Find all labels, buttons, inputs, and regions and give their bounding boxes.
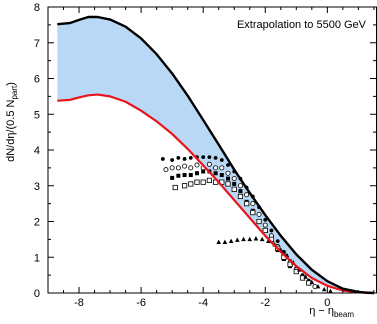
filled-triangle-point — [315, 283, 321, 289]
uncertainty-band — [57, 17, 374, 293]
annotation-text: Extrapolation to 5500 GeV — [237, 19, 367, 31]
filled-square-point — [226, 176, 231, 181]
y-tick-label: 3 — [34, 181, 40, 193]
y-tick-label: 8 — [34, 2, 40, 14]
filled-triangle-point — [303, 274, 308, 279]
filled-circle-point — [182, 157, 187, 161]
y-axis-label: dN/dη/(0.5 Npart) — [5, 82, 19, 162]
open-circle-point — [175, 165, 181, 171]
open-circle-point — [237, 183, 243, 189]
open-circle-point — [231, 176, 237, 182]
open-circle-point — [250, 201, 256, 207]
x-tick-label: -6 — [136, 297, 146, 309]
filled-circle-point — [170, 158, 175, 162]
open-square-point — [250, 209, 256, 216]
filled-circle-point — [269, 228, 274, 233]
filled-square-point — [188, 173, 193, 178]
upper-curve — [57, 15, 374, 295]
open-square-point — [231, 186, 237, 192]
filled-triangle-point — [259, 236, 265, 242]
filled-triangle-point — [309, 279, 315, 285]
filled-triangle-point — [216, 239, 222, 245]
filled-square-point — [201, 169, 206, 174]
filled-triangle-point — [241, 236, 246, 242]
filled-circle-point — [188, 155, 193, 160]
open-square-point — [194, 179, 200, 185]
open-square-point — [181, 183, 188, 189]
open-square-point — [188, 181, 194, 187]
filled-circle-point — [176, 155, 181, 160]
filled-square-point — [213, 171, 218, 176]
tick-layer: 0 1 2 3 4 5 6 7 8 -8 -6 -4 -2 0 — [34, 2, 376, 309]
x-tick-label: 0 — [324, 297, 330, 309]
open-square-point — [256, 218, 262, 225]
x-tick-label: -4 — [198, 297, 208, 309]
open-circle-point — [182, 163, 188, 169]
curve-layer — [57, 15, 374, 295]
open-square-point — [237, 193, 244, 200]
open-circle-point — [244, 192, 250, 198]
x-tick-label: -2 — [260, 297, 270, 309]
filled-square-point — [232, 181, 237, 186]
filled-triangle-point — [253, 236, 259, 241]
open-square-point — [225, 181, 231, 187]
open-circle-point — [213, 165, 219, 171]
y-tick-label: 6 — [34, 74, 40, 86]
filled-triangle-point — [228, 238, 234, 243]
filled-circle-point — [213, 155, 218, 160]
filled-triangle-point — [328, 288, 333, 294]
filled-circle-point — [263, 217, 268, 222]
filled-circle-point — [275, 239, 280, 244]
filled-square-point — [194, 171, 199, 176]
band-layer — [57, 17, 374, 293]
open-square-point — [172, 184, 178, 191]
filled-triangle-point — [222, 239, 228, 245]
open-circle-point — [219, 165, 225, 171]
filled-triangle-point — [266, 238, 271, 243]
x-tick-label: -8 — [74, 297, 84, 309]
open-circle-point — [262, 222, 268, 228]
open-circle-point — [225, 170, 231, 176]
open-circle-point — [169, 165, 175, 171]
open-square-point — [206, 177, 212, 183]
filled-square-point — [170, 175, 175, 180]
open-circle-point — [206, 161, 212, 167]
open-square-point — [200, 179, 206, 185]
filled-circle-point — [226, 163, 230, 167]
open-circle-point — [188, 165, 194, 171]
filled-circle-point — [207, 155, 212, 160]
filled-triangle-point — [321, 286, 327, 292]
filled-circle-point — [160, 157, 165, 161]
filled-square-point — [238, 189, 243, 194]
y-tick-label: 5 — [34, 109, 40, 121]
filled-circle-point — [219, 158, 224, 162]
filled-square-point — [176, 173, 181, 178]
open-circle-point — [163, 167, 169, 173]
filled-square-point — [182, 173, 187, 178]
filled-circle-point — [201, 155, 206, 160]
filled-triangle-point — [247, 236, 253, 242]
lower-curve — [57, 93, 374, 295]
y-tick-label: 7 — [34, 38, 40, 50]
y-tick-label: 1 — [34, 252, 40, 264]
y-tick-label: 4 — [34, 145, 40, 157]
open-square-point — [262, 227, 268, 234]
open-circle-point — [256, 211, 262, 217]
open-square-point — [244, 201, 250, 207]
filled-triangle-point — [235, 237, 240, 242]
x-axis-label: η − ηbeam — [309, 305, 354, 319]
y-tick-label: 2 — [34, 217, 40, 229]
filled-square-point — [219, 173, 224, 178]
y-tick-label: 0 — [34, 288, 40, 300]
open-circle-point — [194, 162, 200, 168]
